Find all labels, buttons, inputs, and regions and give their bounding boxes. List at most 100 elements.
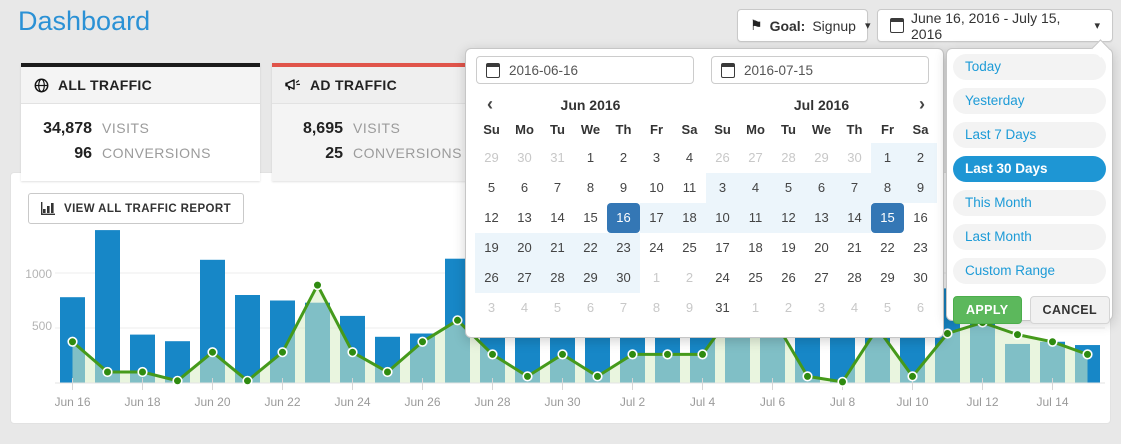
range-option-custom-range[interactable]: Custom Range xyxy=(953,258,1106,284)
calendar-day[interactable]: 26 xyxy=(475,263,508,293)
calendar-day[interactable]: 20 xyxy=(508,233,541,263)
cancel-button[interactable]: CANCEL xyxy=(1029,296,1111,324)
calendar-day[interactable]: 13 xyxy=(805,203,838,233)
end-date-input[interactable] xyxy=(742,61,919,79)
line-marker[interactable] xyxy=(802,371,813,382)
calendar-day[interactable]: 16 xyxy=(913,210,928,225)
range-option-yesterday[interactable]: Yesterday xyxy=(953,88,1106,114)
calendar-day[interactable]: 1 xyxy=(751,300,760,315)
calendar-day[interactable]: 3 xyxy=(817,300,826,315)
line-marker[interactable] xyxy=(312,279,323,291)
calendar-day[interactable]: 21 xyxy=(847,240,862,255)
calendar-day[interactable]: 14 xyxy=(838,203,871,233)
calendar-day[interactable]: 10 xyxy=(706,203,739,233)
calendar-day[interactable]: 8 xyxy=(652,300,661,315)
calendar-day[interactable]: 7 xyxy=(619,300,628,315)
next-month-icon[interactable]: › xyxy=(919,94,925,114)
calendar-day[interactable]: 29 xyxy=(880,270,895,285)
calendar-day[interactable]: 5 xyxy=(487,180,496,195)
calendar-day[interactable]: 10 xyxy=(649,180,664,195)
all-traffic-card[interactable]: ALL TRAFFIC 34,878 VISITS 96 CONVERSIONS xyxy=(21,63,260,181)
line-marker[interactable] xyxy=(662,349,673,360)
range-option-last-30-days[interactable]: Last 30 Days xyxy=(953,156,1106,182)
date-range-button[interactable]: June 16, 2016 - July 15, 2016 ▾ xyxy=(877,9,1113,42)
calendar-day[interactable]: 30 xyxy=(517,150,532,165)
apply-button[interactable]: APPLY xyxy=(953,296,1022,324)
line-marker[interactable] xyxy=(452,315,463,326)
calendar-day[interactable]: 31 xyxy=(550,150,565,165)
calendar-day[interactable]: 23 xyxy=(913,240,928,255)
calendar-day[interactable]: 22 xyxy=(574,233,607,263)
calendar-day[interactable]: 17 xyxy=(640,203,673,233)
line-marker[interactable] xyxy=(277,347,288,358)
goal-dropdown-button[interactable]: ⚑ Goal: Signup ▾ xyxy=(737,9,870,42)
calendar-day[interactable]: 11 xyxy=(682,180,697,195)
calendar-day[interactable]: 30 xyxy=(913,270,928,285)
calendar-day[interactable]: 9 xyxy=(685,300,694,315)
range-option-today[interactable]: Today xyxy=(953,54,1106,80)
calendar-day[interactable]: 4 xyxy=(685,150,694,165)
calendar-day[interactable]: 21 xyxy=(541,233,574,263)
calendar-day[interactable]: 2 xyxy=(784,300,793,315)
calendar-day[interactable]: 9 xyxy=(619,180,628,195)
calendar-day[interactable]: 4 xyxy=(850,300,859,315)
calendar-day[interactable]: 30 xyxy=(847,150,862,165)
calendar-day[interactable]: 15 xyxy=(583,210,598,225)
calendar-day[interactable]: 1 xyxy=(871,143,904,173)
calendar-day[interactable]: 9 xyxy=(904,173,937,203)
calendar-day[interactable]: 6 xyxy=(586,300,595,315)
calendar-day[interactable]: 29 xyxy=(814,150,829,165)
calendar-day[interactable]: 5 xyxy=(553,300,562,315)
line-marker[interactable] xyxy=(557,349,568,360)
range-option-this-month[interactable]: This Month xyxy=(953,190,1106,216)
calendar-day[interactable]: 5 xyxy=(883,300,892,315)
calendar-day[interactable]: 2 xyxy=(685,270,694,285)
prev-month-icon[interactable]: ‹ xyxy=(487,94,493,114)
view-all-traffic-report-button[interactable]: VIEW ALL TRAFFIC REPORT xyxy=(28,193,244,224)
calendar-day[interactable]: 29 xyxy=(484,150,499,165)
calendar-day[interactable]: 24 xyxy=(649,240,664,255)
line-marker[interactable] xyxy=(1012,329,1023,340)
line-marker[interactable] xyxy=(67,336,78,347)
calendar-day[interactable]: 8 xyxy=(871,173,904,203)
calendar-day[interactable]: 19 xyxy=(781,240,796,255)
line-marker[interactable] xyxy=(522,371,533,382)
calendar-day[interactable]: 19 xyxy=(475,233,508,263)
calendar-day[interactable]: 18 xyxy=(748,240,763,255)
calendar-day[interactable]: 16 xyxy=(607,203,640,233)
calendar-day[interactable]: 8 xyxy=(586,180,595,195)
calendar-day[interactable]: 27 xyxy=(748,150,763,165)
calendar-day[interactable]: 31 xyxy=(715,300,730,315)
calendar-day[interactable]: 1 xyxy=(652,270,661,285)
line-marker[interactable] xyxy=(942,328,953,339)
calendar-day[interactable]: 30 xyxy=(607,263,640,293)
calendar-day[interactable]: 24 xyxy=(715,270,730,285)
calendar-day[interactable]: 7 xyxy=(553,180,562,195)
calendar-day[interactable]: 1 xyxy=(586,150,595,165)
line-marker[interactable] xyxy=(837,376,848,387)
calendar-day[interactable]: 28 xyxy=(781,150,796,165)
line-marker[interactable] xyxy=(627,349,638,360)
line-marker[interactable] xyxy=(207,347,218,358)
calendar-day[interactable]: 4 xyxy=(739,173,772,203)
calendar-day[interactable]: 23 xyxy=(607,233,640,263)
range-option-last-month[interactable]: Last Month xyxy=(953,224,1106,250)
calendar-day[interactable]: 7 xyxy=(838,173,871,203)
calendar-day[interactable]: 22 xyxy=(880,240,895,255)
calendar-day[interactable]: 29 xyxy=(574,263,607,293)
line-marker[interactable] xyxy=(172,375,183,386)
calendar-day[interactable]: 6 xyxy=(805,173,838,203)
calendar-day[interactable]: 27 xyxy=(814,270,829,285)
bar-visits[interactable] xyxy=(235,295,260,383)
line-marker[interactable] xyxy=(242,375,253,386)
calendar-day[interactable]: 2 xyxy=(904,143,937,173)
line-marker[interactable] xyxy=(1047,336,1058,347)
calendar-day[interactable]: 27 xyxy=(508,263,541,293)
calendar-day[interactable]: 28 xyxy=(847,270,862,285)
line-marker[interactable] xyxy=(592,371,603,382)
calendar-day[interactable]: 26 xyxy=(781,270,796,285)
calendar-day[interactable]: 18 xyxy=(673,203,706,233)
calendar-day[interactable]: 25 xyxy=(748,270,763,285)
range-option-last-7-days[interactable]: Last 7 Days xyxy=(953,122,1106,148)
calendar-day[interactable]: 6 xyxy=(916,300,925,315)
